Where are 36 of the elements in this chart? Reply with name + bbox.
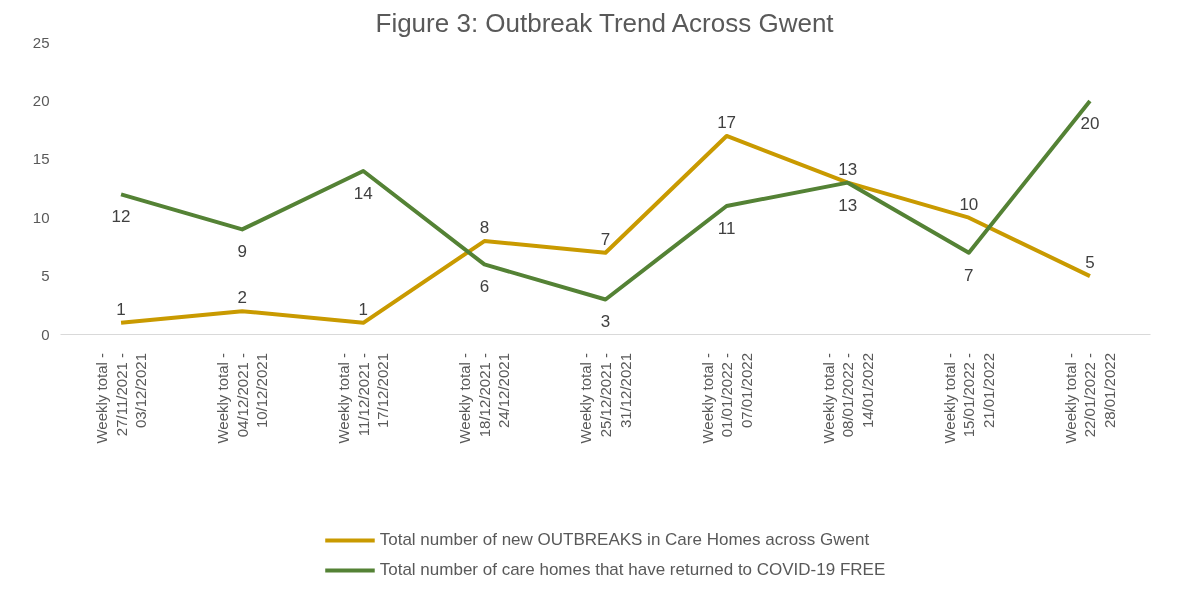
chart-title: Figure 3: Outbreak Trend Across Gwent (375, 7, 835, 38)
x-tick-label: Weekly total - 11/12/2021 - 17/12/2021 (335, 352, 392, 444)
x-tick-label: Weekly total - 25/12/2021 - 31/12/2021 (577, 352, 634, 444)
x-tick-label: Weekly total - 01/01/2022 - 07/01/2022 (698, 352, 755, 444)
data-label: 1 (116, 299, 126, 319)
data-label: 7 (964, 265, 974, 285)
x-tick-label: Weekly total - 04/12/2021 - 10/12/2021 (214, 352, 271, 444)
data-label: 11 (717, 219, 736, 239)
legend-label: Total number of new OUTBREAKS in Care Homes across Gwent (379, 530, 870, 550)
x-tick-label: Weekly total - 27/11/2021 - 03/12/2021 (93, 352, 150, 444)
data-label: 3 (600, 312, 611, 332)
data-label: 13 (838, 159, 858, 179)
x-tick-label: Weekly total - 08/01/2022 - 14/01/2022 (819, 352, 876, 444)
x-tick-label: Weekly total - 18/12/2021 - 24/12/2021 (456, 352, 513, 444)
data-label: 13 (838, 195, 858, 215)
data-label: 9 (237, 242, 247, 262)
legend-label: Total number of care homes that have returned to COVID-19 FREE (379, 560, 886, 580)
y-tick-label: 15 (32, 150, 50, 168)
y-tick-label: 20 (32, 91, 50, 109)
data-label: 10 (959, 194, 979, 214)
data-label: 17 (717, 112, 737, 132)
data-label: 6 (479, 277, 490, 297)
data-label: 2 (237, 288, 247, 308)
data-label: 1 (358, 299, 369, 319)
data-label: 5 (1085, 253, 1095, 273)
x-tick-label: Weekly total - 15/01/2022 - 21/01/2022 (940, 352, 997, 444)
data-label: 12 (111, 207, 131, 227)
y-tick-label: 25 (32, 33, 50, 51)
x-tick-label: Weekly total - 22/01/2022 - 28/01/2022 (1061, 352, 1118, 444)
data-label: 14 (353, 183, 373, 203)
data-label: 20 (1080, 113, 1100, 133)
y-tick-label: 10 (32, 208, 50, 226)
y-tick-label: 0 (41, 325, 50, 343)
y-tick-label: 5 (41, 267, 50, 285)
data-label: 7 (600, 229, 611, 249)
data-label: 8 (479, 218, 490, 238)
